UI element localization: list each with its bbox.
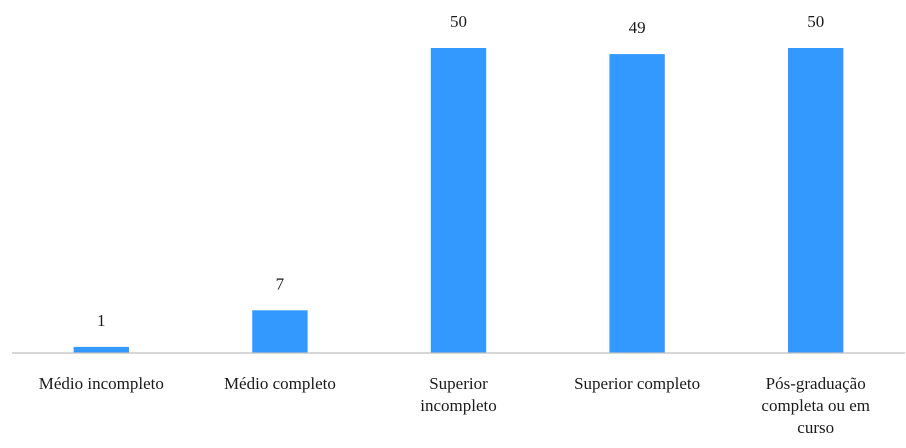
category-label-line: curso xyxy=(797,418,834,437)
value-labels-group: 1 7 50 49 50 xyxy=(97,12,824,330)
category-label: Médio incompleto xyxy=(39,374,164,393)
bars-group xyxy=(73,48,844,353)
data-label: 1 xyxy=(97,311,106,330)
data-label: 50 xyxy=(807,12,824,31)
bar xyxy=(252,310,308,353)
category-label: Superior incompleto xyxy=(420,374,496,415)
category-label: Pós-graduação completa ou em curso xyxy=(761,374,870,437)
category-label-line: completa ou em xyxy=(761,396,870,415)
bar xyxy=(73,346,129,353)
category-label-line: Pós-graduação xyxy=(766,374,866,393)
bar xyxy=(430,48,487,353)
category-label-line: Superior completo xyxy=(574,374,700,393)
category-label: Superior completo xyxy=(574,374,700,393)
category-labels-group: Médio incompleto Médio completo Superior in… xyxy=(39,374,870,437)
category-label-line: Superior xyxy=(429,374,488,393)
data-label: 7 xyxy=(276,274,285,293)
category-label: Médio completo xyxy=(224,374,336,393)
bar xyxy=(788,48,844,353)
category-label-line: incompleto xyxy=(420,396,496,415)
bar xyxy=(609,54,665,353)
data-label: 50 xyxy=(450,12,467,31)
category-label-line: Médio completo xyxy=(224,374,336,393)
data-label: 49 xyxy=(629,18,646,37)
category-label-line: Médio incompleto xyxy=(39,374,164,393)
